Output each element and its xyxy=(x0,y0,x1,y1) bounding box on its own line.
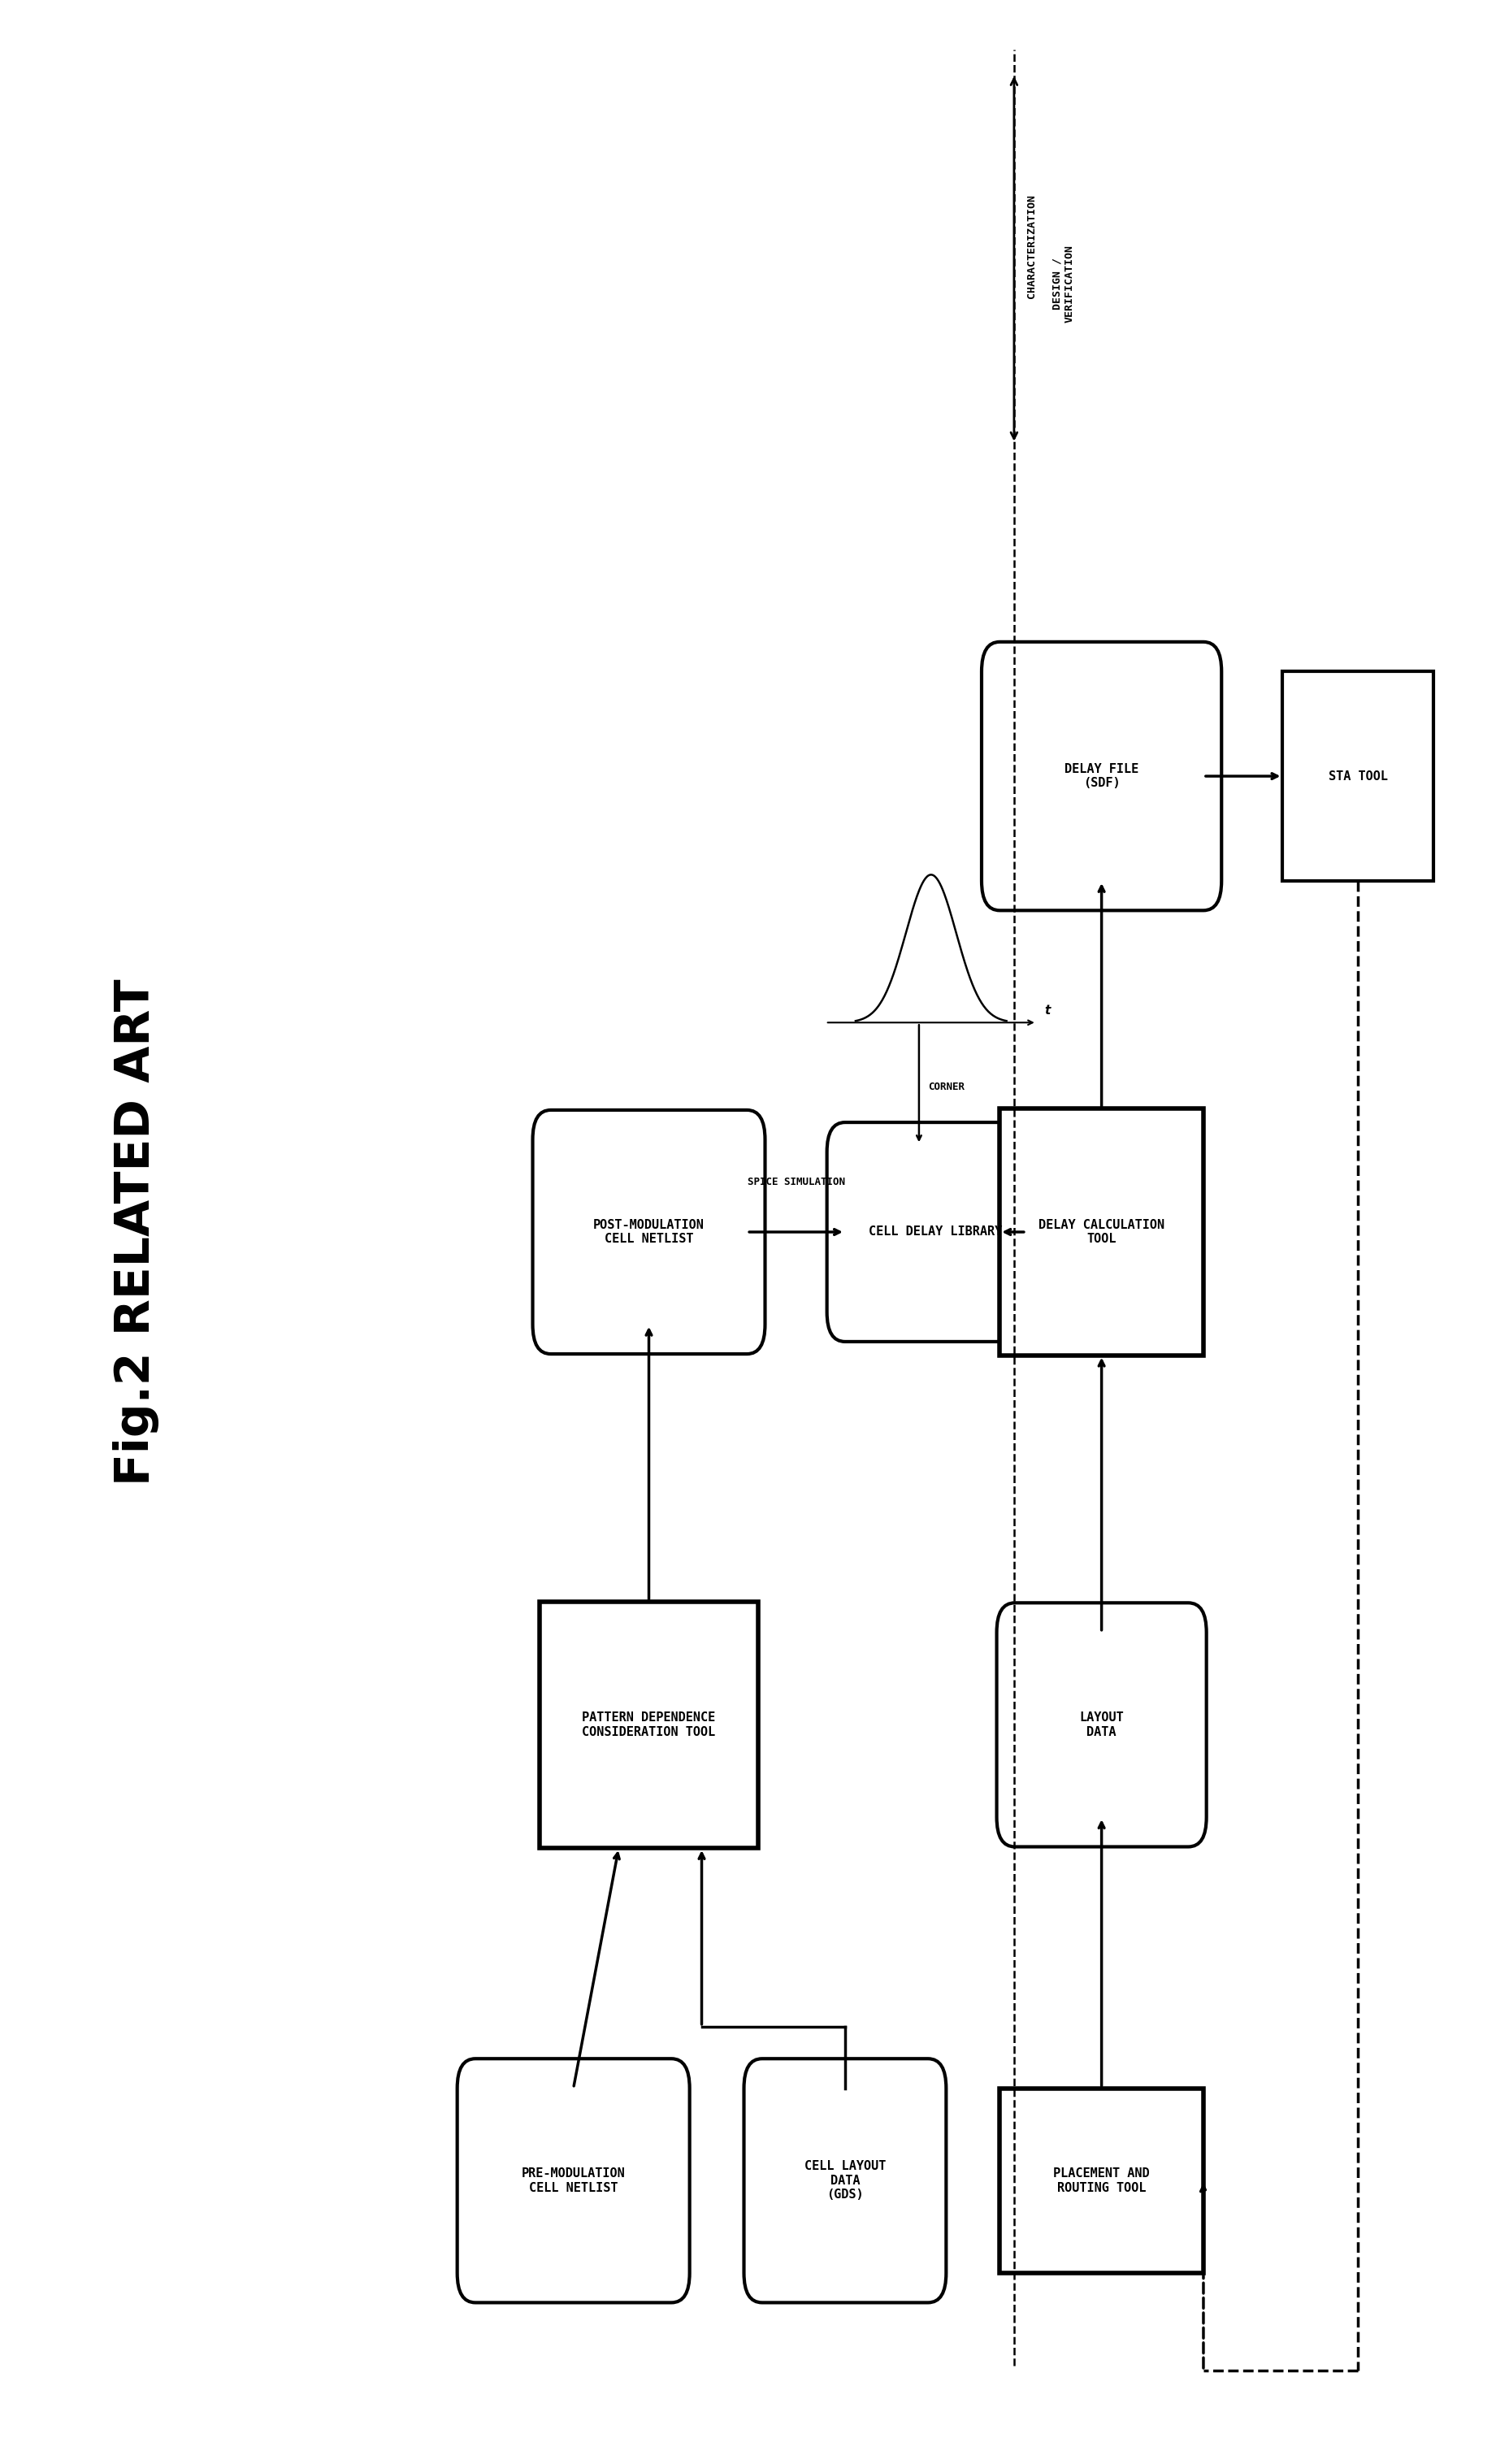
Text: POST-MODULATION
CELL NETLIST: POST-MODULATION CELL NETLIST xyxy=(593,1220,705,1244)
Text: STA TOOL: STA TOOL xyxy=(1328,771,1388,781)
Text: LAYOUT
DATA: LAYOUT DATA xyxy=(1079,1712,1124,1737)
Bar xyxy=(999,2087,1204,2272)
Text: CELL LAYOUT
DATA
(GDS): CELL LAYOUT DATA (GDS) xyxy=(804,2161,886,2200)
Bar xyxy=(540,1602,758,1848)
FancyBboxPatch shape xyxy=(744,2057,946,2301)
FancyBboxPatch shape xyxy=(981,641,1222,909)
Text: CELL DELAY LIBRARY: CELL DELAY LIBRARY xyxy=(869,1227,1002,1237)
Bar xyxy=(1283,670,1434,880)
FancyBboxPatch shape xyxy=(827,1124,1044,1340)
Text: DESIGN /
VERIFICATION: DESIGN / VERIFICATION xyxy=(1052,244,1074,323)
FancyBboxPatch shape xyxy=(996,1602,1207,1848)
Text: PATTERN DEPENDENCE
CONSIDERATION TOOL: PATTERN DEPENDENCE CONSIDERATION TOOL xyxy=(582,1712,715,1737)
Bar xyxy=(999,1109,1204,1355)
Text: DELAY FILE
(SDF): DELAY FILE (SDF) xyxy=(1064,764,1139,788)
Text: DELAY CALCULATION
TOOL: DELAY CALCULATION TOOL xyxy=(1038,1220,1165,1244)
Text: PRE-MODULATION
CELL NETLIST: PRE-MODULATION CELL NETLIST xyxy=(522,2168,625,2193)
FancyBboxPatch shape xyxy=(533,1109,765,1355)
Text: PLACEMENT AND
ROUTING TOOL: PLACEMENT AND ROUTING TOOL xyxy=(1053,2168,1150,2193)
Text: SPICE SIMULATION: SPICE SIMULATION xyxy=(747,1178,845,1188)
FancyBboxPatch shape xyxy=(457,2057,690,2301)
Text: CHARACTERIZATION: CHARACTERIZATION xyxy=(1026,195,1037,298)
Text: t: t xyxy=(1044,1005,1050,1015)
Text: CORNER: CORNER xyxy=(928,1082,964,1092)
Text: Fig.2 RELATED ART: Fig.2 RELATED ART xyxy=(113,978,158,1486)
